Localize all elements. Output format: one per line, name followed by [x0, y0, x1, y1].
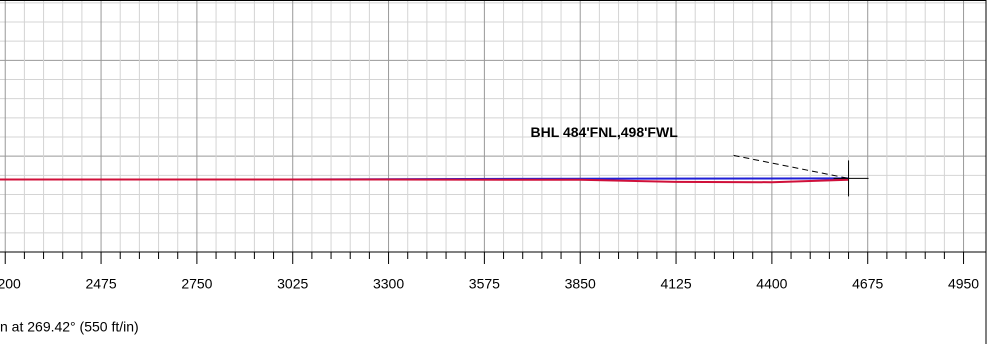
x-tick-label: 2475 [85, 276, 116, 292]
x-tick-label: 3300 [373, 276, 404, 292]
x-tick-label: 4950 [948, 276, 979, 292]
x-tick-label: 4675 [852, 276, 883, 292]
x-tick-label: 4125 [660, 276, 691, 292]
x-tick-label: 4400 [756, 276, 787, 292]
x-tick-label: 2200 [0, 276, 21, 292]
x-tick-label: 3025 [277, 276, 308, 292]
x-tick-label: 3850 [565, 276, 596, 292]
x-axis-label: n at 269.42° (550 ft/in) [0, 319, 139, 335]
x-tick-label: 3575 [469, 276, 500, 292]
x-tick-label: 2750 [181, 276, 212, 292]
annotation: BHL 484'FNL,498'FWL [531, 124, 679, 140]
series-line [0, 178, 849, 184]
